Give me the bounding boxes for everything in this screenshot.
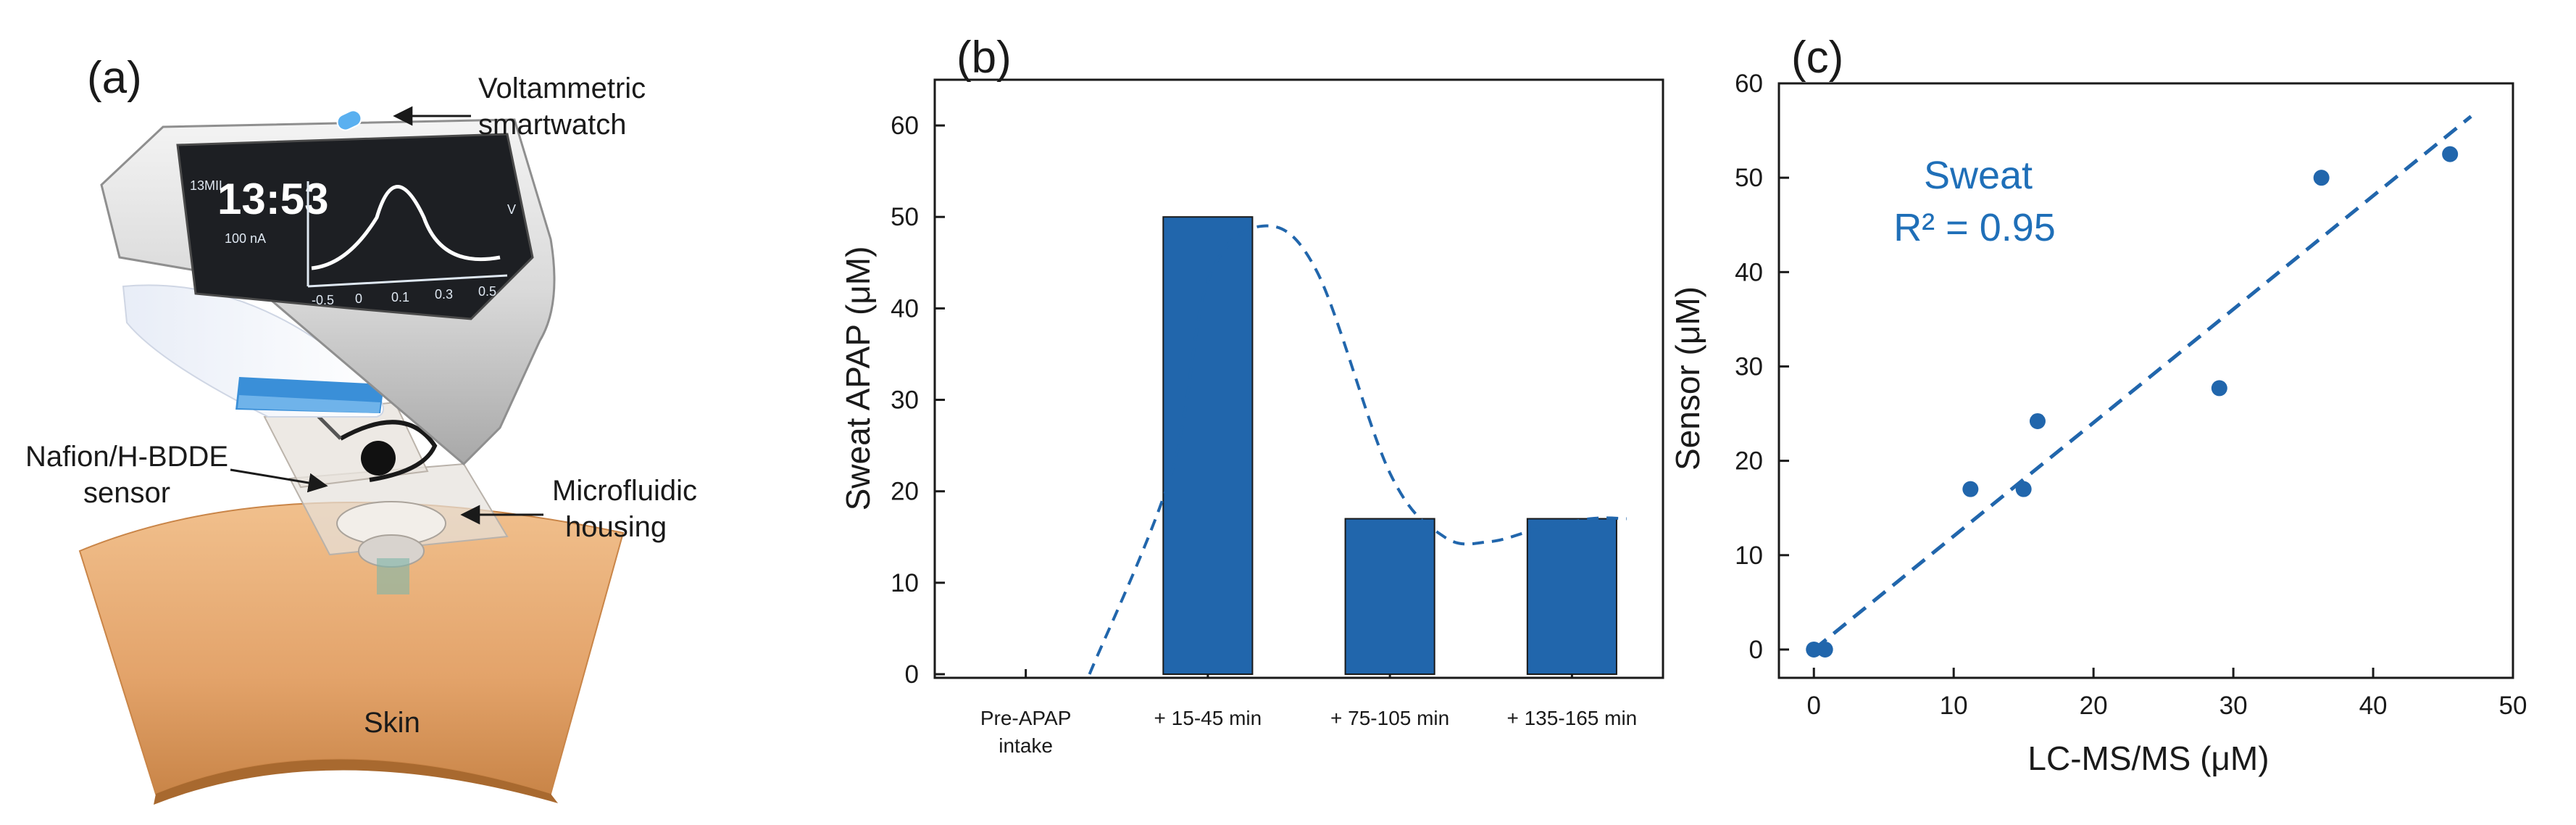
y-tick-label: 20: [891, 478, 919, 506]
panel-a-label: (a): [87, 53, 142, 103]
data-point: [2313, 170, 2330, 186]
annotation-sensor: Nafion/H-BDDE sensor: [25, 441, 328, 509]
y-tick-label: 50: [891, 203, 919, 231]
data-point: [1962, 481, 1979, 497]
y-tick-label: 30: [891, 386, 919, 415]
x-categories-b: Pre-APAP intake + 15-45 min + 75-105 min + 1…: [980, 669, 1637, 757]
plot-frame-c: [1777, 82, 2514, 679]
watch-x-tick: 0: [355, 291, 362, 306]
x-category-label: Pre-APAP: [980, 707, 1072, 729]
watch-x-tick: -0.5: [312, 293, 334, 307]
panel-b: (b) Sweat APAP (μM) 0 10 20 30 40 50 60 Pre-AP…: [839, 33, 1664, 757]
watch-time: 13:53: [217, 175, 328, 223]
bars-b: [1162, 216, 1617, 675]
skin-label: Skin: [364, 707, 420, 739]
x-tick-label: 20: [2080, 692, 2108, 720]
y-tick-label: 10: [891, 569, 919, 597]
bar: [1162, 216, 1254, 675]
y-tick-label: 40: [891, 294, 919, 323]
x-category-label: + 75-105 min: [1330, 707, 1449, 729]
watch-x-tick: 0.5: [478, 284, 496, 299]
annotation-watch: Voltammetric smartwatch: [393, 72, 646, 141]
panel-c: (c) Sensor (μM) LC-MS/MS (μM) 0 10 20 30 40 5…: [1669, 33, 2527, 777]
y-tick-label: 10: [1735, 542, 1763, 570]
data-point: [2029, 412, 2046, 429]
data-point: [1817, 641, 1833, 658]
fit-line-c: [1812, 115, 2472, 651]
sensor-illustration: [263, 401, 438, 489]
plot-frame-b: [933, 78, 1664, 679]
y-axis-title-c: Sensor (μM): [1669, 286, 1706, 470]
x-category-label: intake: [999, 734, 1053, 757]
data-point: [2211, 380, 2227, 397]
watch-corner-label: 13MIL: [190, 178, 226, 193]
annotation-watch-line1: Voltammetric: [478, 72, 646, 104]
x-tick-label: 0: [1807, 692, 1821, 720]
y-tick-label: 60: [891, 112, 919, 140]
annotation-housing-line2: housing: [565, 511, 667, 543]
x-tick-label: 50: [2499, 692, 2527, 720]
pill-icon: [336, 109, 362, 131]
y-tick-label: 40: [1735, 258, 1763, 286]
y-ticks-b: 0 10 20 30 40 50 60: [891, 112, 945, 689]
watch-x-tick: 0.3: [435, 287, 453, 302]
r-squared-annotation: R² = 0.95: [1893, 206, 2056, 249]
y-tick-label: 30: [1735, 352, 1763, 381]
x-category-label: + 135-165 min: [1506, 707, 1637, 729]
watch-axis-ticks: -0.5 0 0.1 0.3 0.5 V: [312, 202, 516, 307]
x-ticks-c: 0 10 20 30 40 50: [1807, 668, 2527, 720]
annotation-sensor-line1: Nafion/H-BDDE: [25, 441, 228, 473]
bar: [1344, 518, 1435, 675]
annotation-sensor-line2: sensor: [83, 477, 170, 509]
y-axis-title-b: Sweat APAP (μM): [839, 246, 877, 511]
annotation-watch-line2: smartwatch: [478, 109, 627, 141]
data-point: [2015, 481, 2032, 497]
points-c: [1806, 146, 2459, 658]
sweat-annotation: Sweat: [1924, 154, 2033, 197]
panel-c-label: (c): [1791, 33, 1843, 83]
y-tick-label: 0: [1749, 636, 1763, 664]
y-tick-label: 60: [1735, 70, 1763, 98]
panel-b-label: (b): [956, 33, 1012, 83]
x-axis-title-c: LC-MS/MS (μM): [2027, 739, 2269, 777]
y-ticks-c: 0 10 20 30 40 50 60: [1735, 70, 1789, 664]
watch-current-label: 100 nA: [225, 231, 266, 246]
x-category-label: + 15-45 min: [1154, 707, 1262, 729]
annotation-housing: Microfluidic housing: [460, 475, 697, 543]
annotation-housing-line1: Microfluidic: [552, 475, 697, 507]
data-point: [2442, 146, 2459, 162]
skin-illustration: Skin: [78, 502, 625, 805]
watch-x-unit: V: [507, 202, 516, 217]
smartwatch-illustration: 13MIL 13:53 100 nA -0.5 0 0.1 0.3 0.5 V: [100, 109, 556, 466]
y-tick-label: 50: [1735, 164, 1763, 192]
x-tick-label: 10: [1940, 692, 1968, 720]
y-tick-label: 20: [1735, 447, 1763, 476]
panel-a: (a) Skin 13MIL 13:53: [25, 53, 697, 805]
microfluidic-housing-illustration: [288, 463, 509, 594]
data-point: [1806, 641, 1822, 658]
x-tick-label: 30: [2219, 692, 2248, 720]
watch-x-tick: 0.1: [391, 290, 409, 304]
x-tick-label: 40: [2359, 692, 2388, 720]
y-tick-label: 0: [905, 660, 919, 689]
watch-strap-illustration: [122, 284, 384, 418]
bar: [1526, 518, 1617, 675]
